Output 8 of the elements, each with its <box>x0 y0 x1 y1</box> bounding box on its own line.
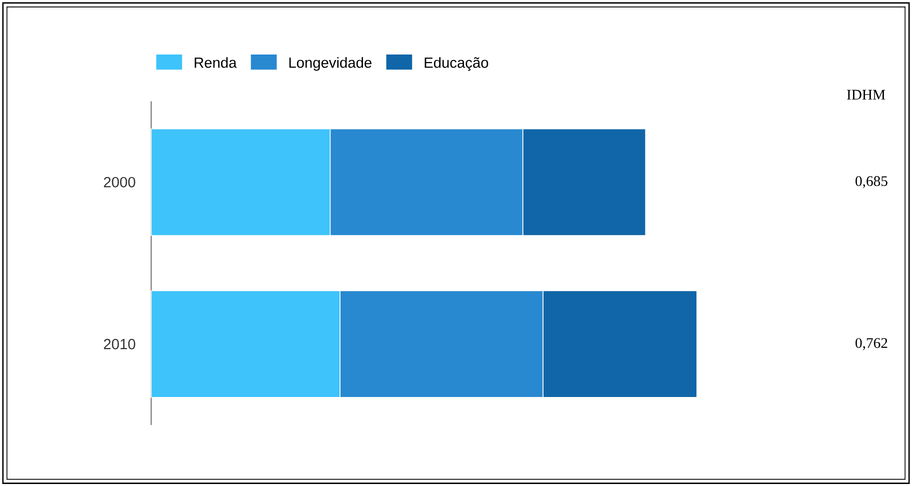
text: 0,685 <box>856 176 888 188</box>
legend-label: Longevidade <box>289 56 372 71</box>
y-tick-label: 2000 <box>104 176 136 188</box>
text: IDHM <box>847 90 886 100</box>
legend-label: Renda <box>194 56 237 68</box>
y-tick-label: 2010 <box>104 338 136 350</box>
text: 0,762 <box>856 338 888 350</box>
legend-label: Educação <box>424 56 488 71</box>
